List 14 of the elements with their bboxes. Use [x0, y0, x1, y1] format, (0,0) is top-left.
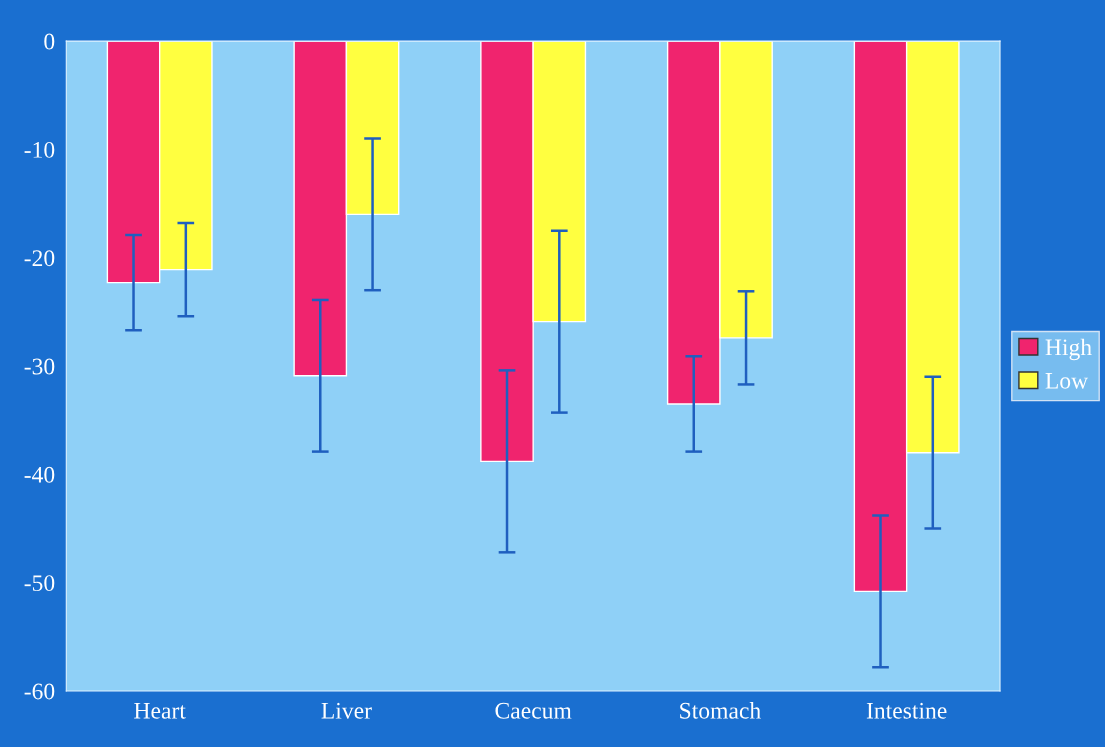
x-tick-label: Heart — [134, 703, 186, 719]
x-tick-label: Stomach — [680, 702, 761, 719]
y-tick-label: -10 — [24, 141, 55, 158]
x-tick-label: Intestine — [866, 702, 947, 719]
x-tick-label: Liver — [321, 702, 372, 719]
y-tick-label: 0 — [44, 33, 55, 50]
y-tick-label: -40 — [24, 466, 55, 483]
legend-label: Low — [1045, 373, 1089, 389]
y-tick-label: -30 — [24, 358, 55, 375]
y-tick-label: -60 — [24, 683, 55, 700]
x-tick-label: Caecum — [495, 702, 572, 719]
y-tick-label: -20 — [24, 250, 55, 267]
legend-label: High — [1045, 338, 1092, 361]
y-tick-label: -50 — [24, 575, 55, 592]
